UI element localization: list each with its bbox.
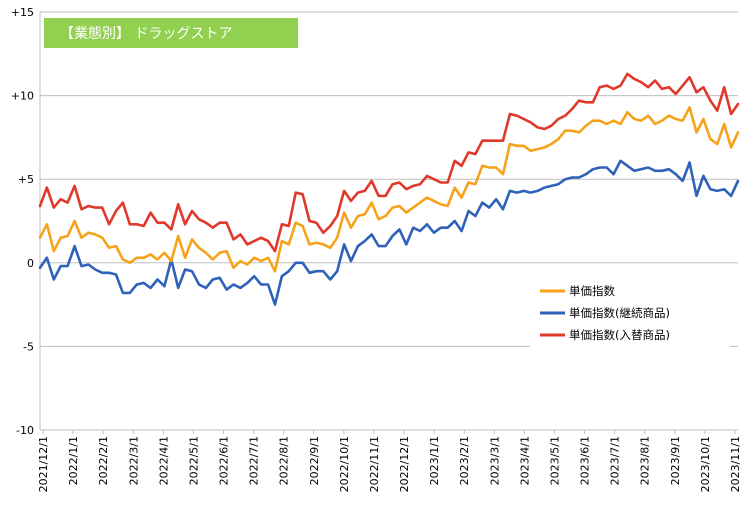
y-tick-label: +15 [11, 6, 34, 19]
x-tick-label: 2022/5/1 [187, 436, 200, 485]
x-tick-label: 2023/1/1 [428, 436, 441, 485]
x-tick-label: 2022/11/1 [368, 436, 381, 492]
x-tick-label: 2023/6/1 [579, 436, 592, 485]
x-tick-label: 2023/3/1 [488, 436, 501, 485]
x-tick-label: 2022/9/1 [308, 436, 321, 485]
x-tick-label: 2021/12/1 [37, 436, 50, 492]
y-tick-label: +5 [18, 173, 34, 186]
x-tick-label: 2023/9/1 [669, 436, 682, 485]
x-tick-label: 2023/7/1 [609, 436, 622, 485]
series-line-0 [38, 106, 740, 273]
legend-label-unit-price: 単価指数 [569, 284, 615, 298]
x-tick-label: 2022/12/1 [398, 436, 411, 492]
chart-title: 【業態別】 ドラッグストア [44, 18, 298, 48]
series-line-2 [38, 72, 740, 253]
x-tick-label: 2022/6/1 [218, 436, 231, 485]
x-tick-label: 2023/2/1 [458, 436, 471, 485]
title-background [44, 18, 298, 48]
y-tick-labels: -10 -5 0 +5 +10 +15 [11, 6, 34, 437]
x-tick-label: 2023/5/1 [548, 436, 561, 485]
x-tick-label: 2022/3/1 [127, 436, 140, 485]
y-tick-label: 0 [27, 257, 34, 270]
x-tick-label: 2022/2/1 [97, 436, 110, 485]
x-tick-label: 2023/11/1 [729, 436, 742, 492]
axes [39, 12, 738, 431]
x-tick-label: 2022/7/1 [248, 436, 261, 485]
x-tick-label: 2022/8/1 [278, 436, 291, 485]
y-tick-label: +10 [11, 90, 34, 103]
series-line-1 [38, 159, 740, 306]
legend-label-continuing-items: 単価指数(継続商品) [569, 306, 670, 320]
x-tick-label: 2023/4/1 [518, 436, 531, 485]
y-tick-label: -5 [23, 340, 34, 353]
y-tick-label: -10 [16, 424, 34, 437]
x-tick-label: 2022/10/1 [338, 436, 351, 492]
legend: 単価指数 単価指数(継続商品) 単価指数(入替商品) [530, 276, 730, 350]
series-lines [38, 72, 740, 306]
x-tick-label: 2022/4/1 [157, 436, 170, 485]
x-tick-label: 2022/1/1 [67, 436, 80, 485]
title-text: 【業態別】 ドラッグストア [60, 26, 232, 42]
legend-label-replacement-items: 単価指数(入替商品) [569, 328, 670, 342]
x-tick-labels: 2021/12/1 2022/1/1 2022/2/1 2022/3/1 2022/4/… [37, 430, 742, 492]
x-tick-label: 2023/10/1 [699, 436, 712, 492]
x-tick-label: 2023/8/1 [639, 436, 652, 485]
